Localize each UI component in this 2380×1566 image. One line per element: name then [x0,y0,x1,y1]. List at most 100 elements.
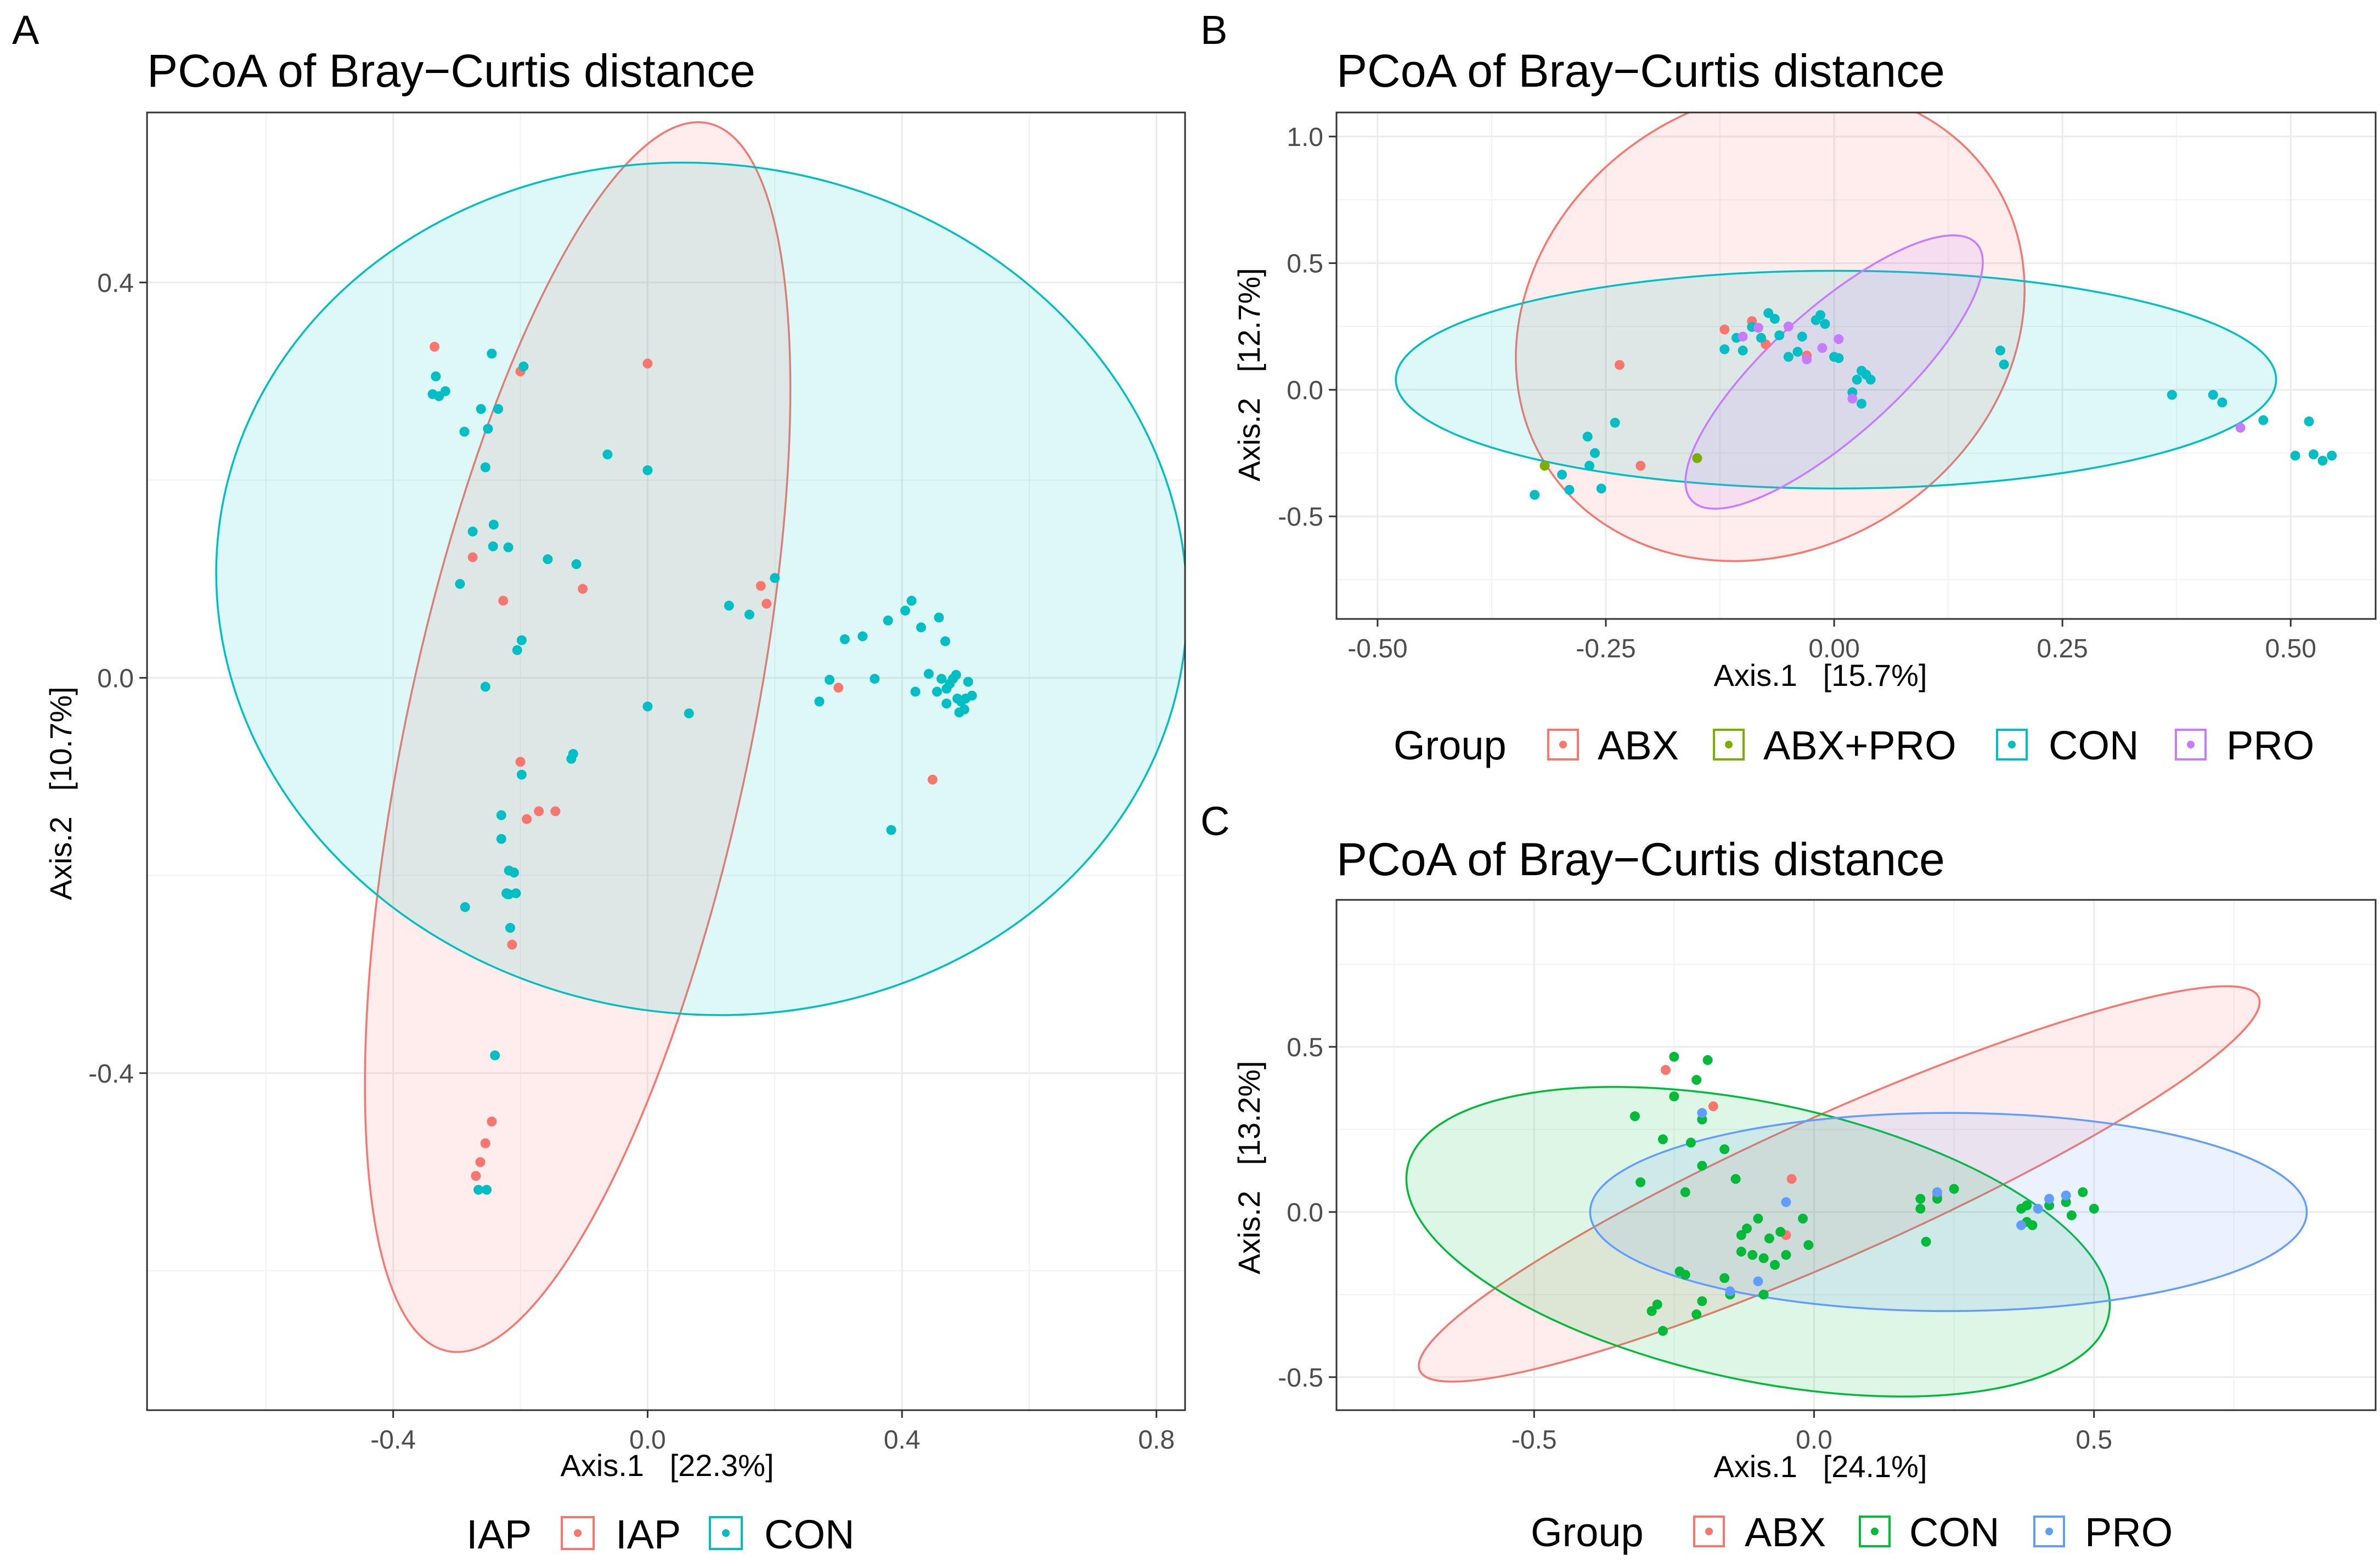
legend-key-abx-c[interactable] [1693,1516,1725,1547]
point-con [503,542,514,553]
legend-key-pro-b-dot [2187,741,2195,748]
point-pro [1738,331,1748,342]
point-pro [1753,323,1763,333]
point-con [602,449,613,460]
point-con [2217,397,2227,408]
point-con [1669,1051,1679,1062]
ellipse-con [1405,1086,2111,1398]
point-con [1719,1144,1730,1154]
point-con [1797,331,1807,342]
panel-c-x-axis-title: Axis.1 [24.1%] [1713,1449,1927,1484]
panel-c-border [1335,899,2377,1411]
point-con [440,386,450,396]
point-pro [1725,1286,1735,1297]
ellipse-con [1395,269,2277,490]
point-con [512,645,522,655]
point-con [1697,1296,1707,1306]
panel-b-x-axis-title: Axis.1 [15.7%] [1713,658,1927,692]
legend-key-abx-b-box [1547,729,1579,761]
point-con [1756,333,1766,343]
point-con [496,810,506,820]
point-con [460,902,470,912]
panel-c-y-tick-label: 0.0 [1287,1198,1323,1227]
panel-a-x-axis-title: Axis.1 [22.3%] [560,1448,774,1483]
legend-key-pro-b[interactable] [2175,729,2207,761]
point-con [1530,489,1540,500]
point-con [1764,1233,1774,1243]
point-con [1798,1213,1808,1224]
point-con [482,1185,492,1195]
point-iap [833,683,844,693]
ellipse-iap [364,121,792,1353]
point-pro [2061,1190,2071,1201]
point-con [1783,352,1794,362]
point-con [1856,398,1866,409]
legend-key-con-b[interactable] [1996,729,2028,761]
point-iap [480,1138,490,1148]
point-con [1834,353,1844,363]
point-con [473,1185,484,1195]
point-abx [1661,1065,1671,1075]
panel-c-x-tick-label: 0.5 [2076,1426,2112,1455]
point-pro [2016,1220,2027,1230]
point-con [480,681,490,692]
point-con [2066,1210,2077,1220]
legend-key-abx-pro[interactable] [1713,729,1745,761]
point-con [467,526,478,537]
point-con [1590,448,1600,458]
legend-key-con-c[interactable] [1859,1516,1891,1547]
point-con [886,825,896,835]
point-con [1742,1223,1752,1233]
ellipse-pro [1589,1112,2308,1312]
point-con [1774,330,1785,341]
legend-key-con[interactable] [709,1516,743,1550]
panel-a-legend: IAP IAP CON [466,1512,854,1557]
point-con [932,686,942,697]
point-con [1775,1226,1786,1237]
legend-label-con-b: CON [2049,723,2139,768]
point-con [2078,1187,2088,1197]
point-con [2327,450,2337,461]
point-con [724,600,734,611]
point-con [1736,1247,1746,1257]
ellipse-con [215,161,1185,1016]
panel-b-legend: Group ABX ABX+PRO CON PRO [1394,723,2314,768]
panel-b-x-tick-label: -0.25 [1576,634,1635,663]
point-con [1702,1055,1713,1065]
legend-key-pro-c[interactable] [2033,1516,2065,1547]
legend-key-con-b-dot [2008,741,2016,748]
legend-label-abx-c: ABX [1745,1509,1826,1555]
point-con [934,612,944,623]
point-con [505,923,515,933]
point-con [1719,1273,1730,1283]
point-pro [1802,354,1812,364]
point-iap [471,1171,481,1181]
point-con [493,404,503,414]
panel-a-legend-title: IAP [466,1512,532,1557]
point-abx [1786,1174,1797,1184]
legend-key-iap[interactable] [561,1516,595,1550]
point-con [900,605,910,616]
panel-a-x-tick-label: 0.0 [629,1426,666,1455]
legend-key-abx-b[interactable] [1547,729,1579,761]
point-pro [2033,1203,2043,1214]
point-con [941,698,952,709]
point-con [1865,374,1876,385]
point-con [1915,1193,1926,1204]
point-con [910,686,921,697]
point-con [940,636,950,646]
point-con [1657,1326,1668,1336]
point-con [516,769,527,780]
point-con [1781,1250,1791,1260]
panel-a-x-tick-label: 0.4 [884,1426,921,1455]
panel-c-legend-title: Group [1531,1509,1644,1555]
panel-c-minor-grid [1336,900,2376,1410]
point-con [1697,1161,1707,1171]
panel-b-y-tick-label: -0.5 [1278,503,1323,532]
point-con [571,559,582,570]
legend-key-abx-c-dot [1705,1528,1713,1535]
panel-a-title: PCoA of Bray−Curtis distance [147,45,755,97]
point-con [1596,483,1606,494]
point-con [642,701,653,712]
panel-c-y-tick-label: -0.5 [1278,1364,1323,1393]
